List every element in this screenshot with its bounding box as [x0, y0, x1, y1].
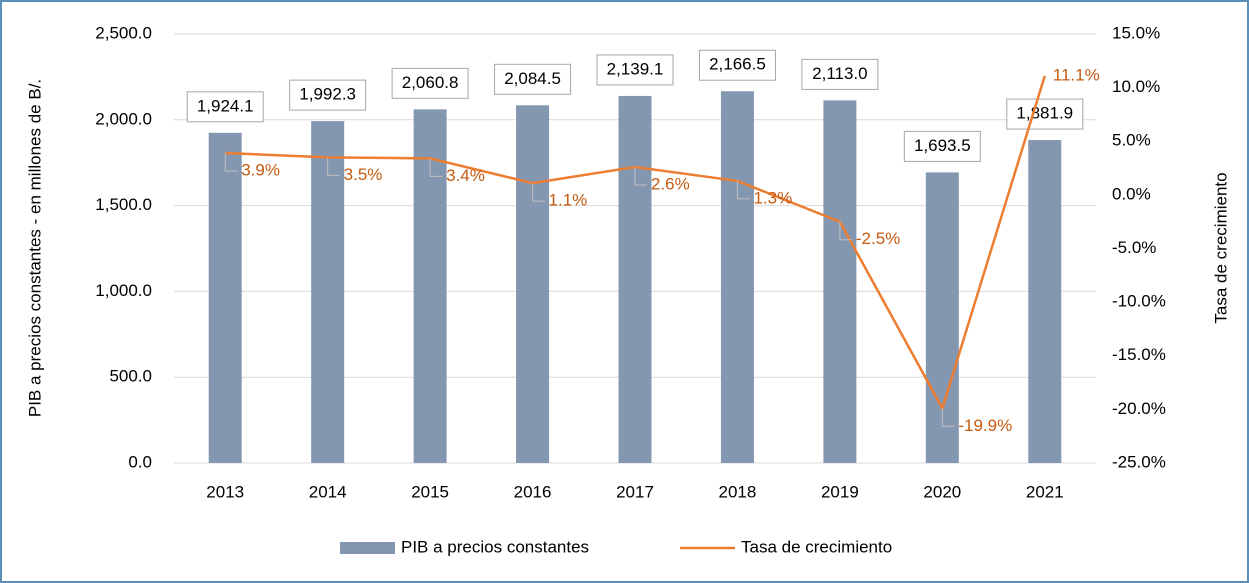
- leader-line: [941, 408, 955, 427]
- legend-swatch: [340, 542, 395, 554]
- y-tick-label: 1,500.0: [95, 195, 152, 214]
- data-label: 2,139.1: [607, 59, 664, 78]
- y2-axis-title: Tasa de crecimiento: [1211, 172, 1230, 323]
- data-label: 1,992.3: [299, 85, 356, 104]
- bar: [823, 100, 857, 463]
- x-tick-label: 2015: [411, 482, 449, 501]
- data-label-box: [801, 58, 879, 90]
- y2-tick-label: 15.0%: [1112, 23, 1160, 42]
- y2-tick-label: -15.0%: [1112, 345, 1166, 364]
- data-label: 11.1%: [1053, 65, 1100, 84]
- x-tick-label: 2016: [514, 482, 552, 501]
- leader-line: [736, 180, 750, 200]
- x-tick-label: 2017: [616, 482, 654, 501]
- data-label: 2.6%: [651, 174, 690, 193]
- data-label-box: [596, 54, 674, 86]
- data-label-box: [1006, 98, 1084, 130]
- data-label-box: [186, 91, 264, 123]
- x-tick-label: 2019: [821, 482, 859, 501]
- legend-label: PIB a precios constantes: [401, 537, 589, 556]
- bar: [1028, 140, 1062, 463]
- y2-tick-label: -10.0%: [1112, 292, 1166, 311]
- x-tick-label: 2020: [923, 482, 961, 501]
- leader-line: [429, 158, 443, 177]
- bar: [516, 105, 550, 463]
- y2-tick-label: 5.0%: [1112, 131, 1151, 150]
- leader-line: [327, 157, 340, 176]
- x-tick-label: 2013: [206, 482, 244, 501]
- y-tick-label: 0.0: [128, 452, 152, 471]
- bar: [311, 121, 345, 463]
- y-axis-title: PIB a precios constantes - en millones d…: [25, 79, 44, 417]
- data-label: 3.5%: [344, 165, 383, 184]
- data-label-box: [289, 79, 367, 111]
- data-label-box: [494, 63, 572, 95]
- x-tick-label: 2018: [719, 482, 757, 501]
- y2-tick-label: -25.0%: [1112, 452, 1166, 471]
- data-label-box: [391, 67, 469, 99]
- data-label: 1.3%: [753, 188, 792, 207]
- data-label: 2,060.8: [402, 73, 459, 92]
- data-label-box: [903, 130, 981, 162]
- x-tick-label: 2014: [309, 482, 347, 501]
- y2-tick-label: -20.0%: [1112, 399, 1166, 418]
- data-label: 2,113.0: [812, 64, 867, 83]
- data-label: 1,881.9: [1016, 104, 1073, 123]
- y2-tick-label: 0.0%: [1112, 184, 1151, 203]
- y-tick-label: 2,000.0: [95, 109, 152, 128]
- leader-line: [224, 153, 238, 172]
- bar: [208, 132, 242, 463]
- data-label: -2.5%: [856, 229, 900, 248]
- x-tick-label: 2021: [1026, 482, 1064, 501]
- bar: [618, 95, 652, 463]
- bar: [720, 91, 754, 463]
- leader-line: [634, 166, 647, 186]
- leader-line: [532, 183, 545, 202]
- data-label: 2,166.5: [709, 55, 766, 74]
- leader-line: [839, 221, 852, 241]
- data-label-box: [698, 49, 776, 81]
- y-tick-label: 500.0: [109, 367, 152, 386]
- data-label: 3.4%: [446, 166, 485, 185]
- y2-tick-label: 10.0%: [1112, 77, 1160, 96]
- y-tick-label: 2,500.0: [95, 23, 152, 42]
- data-label: 1,924.1: [197, 96, 254, 115]
- data-label: 2,084.5: [504, 69, 561, 88]
- data-label: 1,693.5: [914, 136, 971, 155]
- y2-tick-label: -5.0%: [1112, 238, 1156, 257]
- legend-label: Tasa de crecimiento: [741, 537, 892, 556]
- data-label: -19.9%: [958, 416, 1012, 435]
- data-label: 3.9%: [241, 161, 280, 180]
- y-tick-label: 1,000.0: [95, 281, 152, 300]
- data-label: 1.1%: [549, 191, 588, 210]
